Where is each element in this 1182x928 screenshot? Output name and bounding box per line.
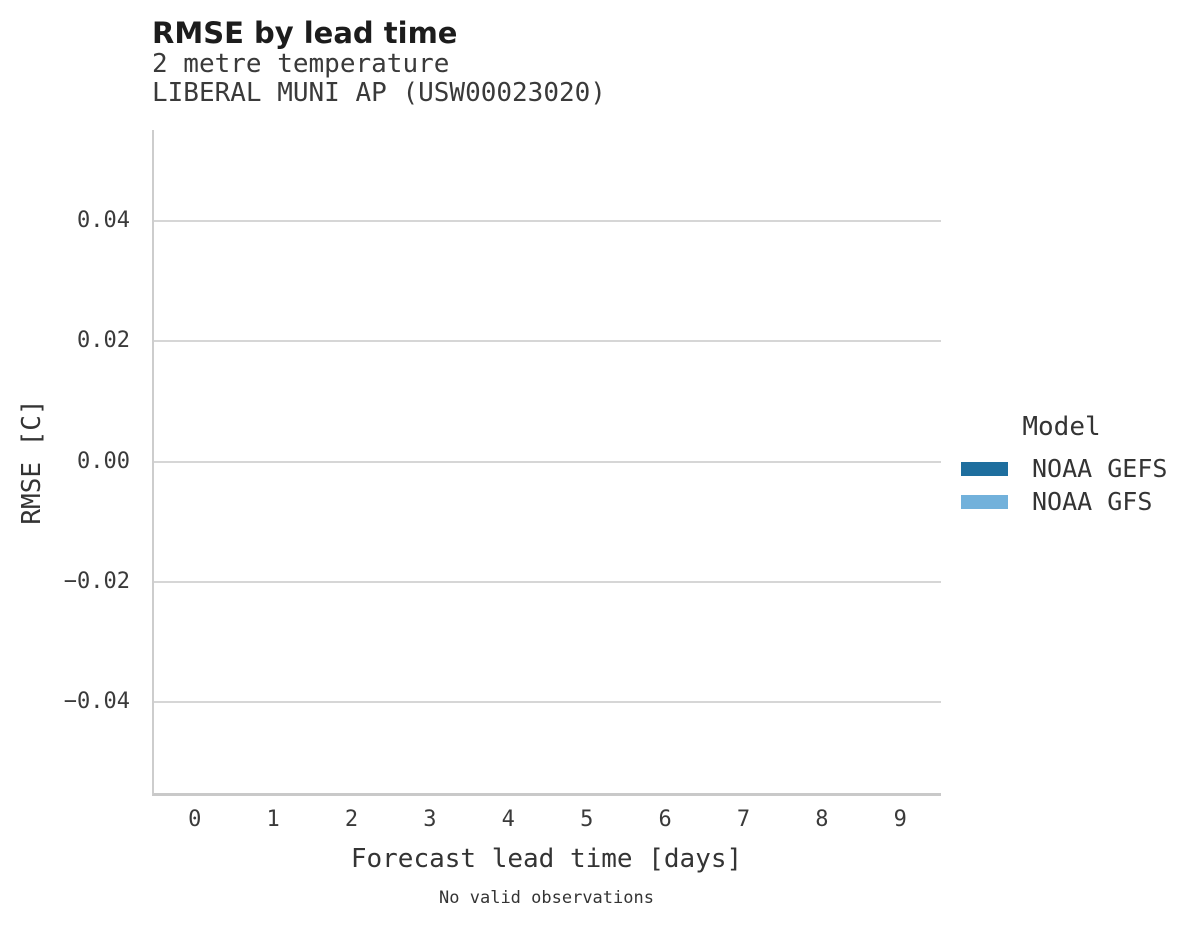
chart-subtitle-station: LIBERAL MUNI AP (USW00023020) bbox=[152, 78, 606, 108]
x-tick-label: 8 bbox=[815, 807, 829, 832]
y-gridline bbox=[154, 580, 941, 583]
y-tick-label: 0.02 bbox=[77, 328, 130, 354]
y-tick-label: −0.04 bbox=[63, 688, 130, 714]
x-axis-tick-labels: 0 1 2 3 4 5 6 7 8 9 bbox=[154, 806, 941, 836]
legend-item: NOAA GFS bbox=[961, 485, 1162, 518]
footer-note: No valid observations bbox=[439, 888, 654, 908]
legend-label: NOAA GFS bbox=[1032, 487, 1153, 516]
y-gridline bbox=[154, 460, 941, 463]
legend-swatch bbox=[961, 461, 1008, 476]
legend-item: NOAA GEFS bbox=[961, 452, 1167, 485]
x-tick-label: 7 bbox=[736, 807, 751, 832]
legend-swatch bbox=[961, 494, 1008, 509]
x-tick-label: 9 bbox=[893, 807, 907, 832]
y-gridline bbox=[154, 700, 941, 703]
x-tick-label: 0 bbox=[188, 807, 202, 832]
y-tick-label: −0.02 bbox=[63, 568, 130, 594]
x-tick-label: 2 bbox=[344, 807, 359, 832]
x-axis-title: Forecast lead time [days] bbox=[350, 844, 743, 874]
chart-title: RMSE by lead time bbox=[152, 16, 458, 50]
y-tick-label: 0.04 bbox=[77, 208, 130, 234]
legend-title: Model bbox=[1022, 412, 1101, 442]
x-tick-label: 6 bbox=[658, 807, 672, 832]
y-tick-label: 0.00 bbox=[77, 448, 130, 474]
y-gridline bbox=[154, 220, 941, 223]
x-tick-label: 1 bbox=[266, 807, 280, 832]
x-tick-label: 4 bbox=[501, 807, 515, 832]
x-tick-label: 5 bbox=[580, 807, 594, 832]
legend: Model NOAA GEFS NOAA GFS bbox=[961, 412, 1167, 518]
plot-area bbox=[152, 130, 941, 796]
legend-items: NOAA GEFS NOAA GFS bbox=[961, 452, 1167, 518]
legend-label: NOAA GEFS bbox=[1032, 454, 1168, 483]
x-tick-label: 3 bbox=[423, 807, 437, 832]
chart-subtitle-variable: 2 metre temperature bbox=[152, 49, 450, 79]
y-gridline bbox=[154, 340, 941, 343]
chart-header: RMSE by lead time 2 metre temperature LI… bbox=[152, 16, 606, 108]
